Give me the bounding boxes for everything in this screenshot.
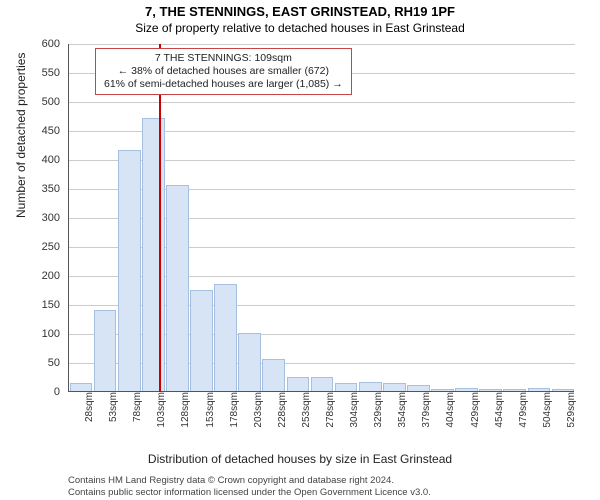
- x-tick-label: 379sqm: [421, 392, 432, 440]
- marker-line: [159, 44, 161, 392]
- x-tick-label: 354sqm: [397, 392, 408, 440]
- x-tick-label: 53sqm: [108, 392, 119, 440]
- y-tick-label: 350: [10, 183, 60, 195]
- annotation-line: 7 THE STENNINGS: 109sqm: [104, 52, 343, 65]
- x-tick-label: 329sqm: [373, 392, 384, 440]
- x-tick-label: 454sqm: [494, 392, 505, 440]
- bar: [528, 388, 551, 391]
- chart-container: 7, THE STENNINGS, EAST GRINSTEAD, RH19 1…: [0, 0, 600, 500]
- x-axis-label: Distribution of detached houses by size …: [0, 452, 600, 466]
- y-tick-label: 100: [10, 328, 60, 340]
- bar: [359, 382, 382, 391]
- bar: [335, 383, 358, 391]
- annotation-line: 61% of semi-detached houses are larger (…: [104, 78, 343, 91]
- bar: [552, 389, 575, 391]
- plot: 7 THE STENNINGS: 109sqm← 38% of detached…: [68, 44, 574, 392]
- bar: [311, 377, 334, 392]
- x-tick-label: 479sqm: [518, 392, 529, 440]
- bar: [455, 388, 478, 391]
- bar: [238, 333, 261, 391]
- x-tick-label: 228sqm: [277, 392, 288, 440]
- y-tick-label: 450: [10, 125, 60, 137]
- x-tick-label: 278sqm: [325, 392, 336, 440]
- x-tick-label: 429sqm: [470, 392, 481, 440]
- x-tick-label: 78sqm: [132, 392, 143, 440]
- y-tick-label: 300: [10, 212, 60, 224]
- x-tick-label: 128sqm: [180, 392, 191, 440]
- bar: [479, 389, 502, 391]
- bar: [166, 185, 189, 391]
- gridline: [69, 44, 575, 45]
- bar: [190, 290, 213, 392]
- annotation-line: ← 38% of detached houses are smaller (67…: [104, 65, 343, 78]
- x-tick-label: 529sqm: [566, 392, 577, 440]
- bar: [383, 383, 406, 391]
- bar: [118, 150, 141, 391]
- x-tick-label: 28sqm: [84, 392, 95, 440]
- footer-line-2: Contains public sector information licen…: [68, 487, 431, 498]
- x-tick-label: 103sqm: [156, 392, 167, 440]
- y-tick-label: 200: [10, 270, 60, 282]
- x-tick-label: 304sqm: [349, 392, 360, 440]
- bar: [142, 118, 165, 391]
- x-tick-label: 504sqm: [542, 392, 553, 440]
- chart-subtitle: Size of property relative to detached ho…: [0, 19, 600, 35]
- y-tick-label: 600: [10, 38, 60, 50]
- y-tick-label: 400: [10, 154, 60, 166]
- y-tick-label: 50: [10, 357, 60, 369]
- x-tick-label: 253sqm: [301, 392, 312, 440]
- bar: [70, 383, 93, 391]
- annotation-box: 7 THE STENNINGS: 109sqm← 38% of detached…: [95, 48, 352, 95]
- y-tick-label: 500: [10, 96, 60, 108]
- bar: [431, 389, 454, 391]
- y-tick-label: 150: [10, 299, 60, 311]
- bar: [94, 310, 117, 391]
- gridline: [69, 102, 575, 103]
- x-tick-label: 404sqm: [445, 392, 456, 440]
- bar: [407, 385, 430, 391]
- bar: [503, 389, 526, 391]
- plot-area: 7 THE STENNINGS: 109sqm← 38% of detached…: [68, 44, 574, 392]
- bar: [214, 284, 237, 391]
- x-tick-label: 203sqm: [253, 392, 264, 440]
- y-tick-label: 0: [10, 386, 60, 398]
- bar: [287, 377, 310, 392]
- y-tick-label: 250: [10, 241, 60, 253]
- chart-title: 7, THE STENNINGS, EAST GRINSTEAD, RH19 1…: [0, 0, 600, 19]
- footer: Contains HM Land Registry data © Crown c…: [68, 475, 431, 498]
- y-tick-label: 550: [10, 67, 60, 79]
- footer-line-1: Contains HM Land Registry data © Crown c…: [68, 475, 431, 486]
- x-tick-label: 153sqm: [205, 392, 216, 440]
- x-tick-label: 178sqm: [229, 392, 240, 440]
- bar: [262, 359, 285, 391]
